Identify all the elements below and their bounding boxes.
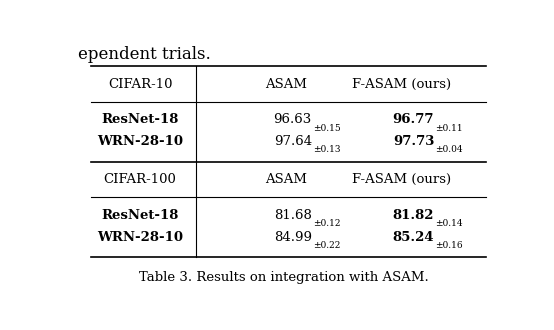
Text: ±0.15: ±0.15 [312,123,341,133]
Text: ASAM: ASAM [265,173,307,185]
Text: 81.68: 81.68 [274,209,312,222]
Text: 85.24: 85.24 [393,231,434,244]
Text: ASAM: ASAM [265,78,307,90]
Text: ±0.22: ±0.22 [312,241,340,250]
Text: ±0.13: ±0.13 [312,145,340,154]
Text: ±0.04: ±0.04 [435,145,463,154]
Text: ependent trials.: ependent trials. [78,46,211,63]
Text: WRN-28-10: WRN-28-10 [97,231,183,244]
Text: Table 3. Results on integration with ASAM.: Table 3. Results on integration with ASA… [139,271,429,284]
Text: 84.99: 84.99 [274,231,312,244]
Text: ResNet-18: ResNet-18 [101,114,179,126]
Text: ResNet-18: ResNet-18 [101,209,179,222]
Text: ±0.16: ±0.16 [435,241,463,250]
Text: 96.77: 96.77 [393,114,434,126]
Text: CIFAR-10: CIFAR-10 [108,78,172,90]
Text: ±0.14: ±0.14 [435,219,463,228]
Text: CIFAR-100: CIFAR-100 [104,173,177,185]
Text: 97.64: 97.64 [274,135,312,148]
Text: ±0.11: ±0.11 [435,123,463,133]
Text: ±0.12: ±0.12 [312,219,340,228]
Text: F-ASAM (ours): F-ASAM (ours) [352,173,452,185]
Text: F-ASAM (ours): F-ASAM (ours) [352,78,452,90]
Text: WRN-28-10: WRN-28-10 [97,135,183,148]
Text: 97.73: 97.73 [393,135,434,148]
Text: 96.63: 96.63 [274,114,312,126]
Text: 81.82: 81.82 [393,209,434,222]
